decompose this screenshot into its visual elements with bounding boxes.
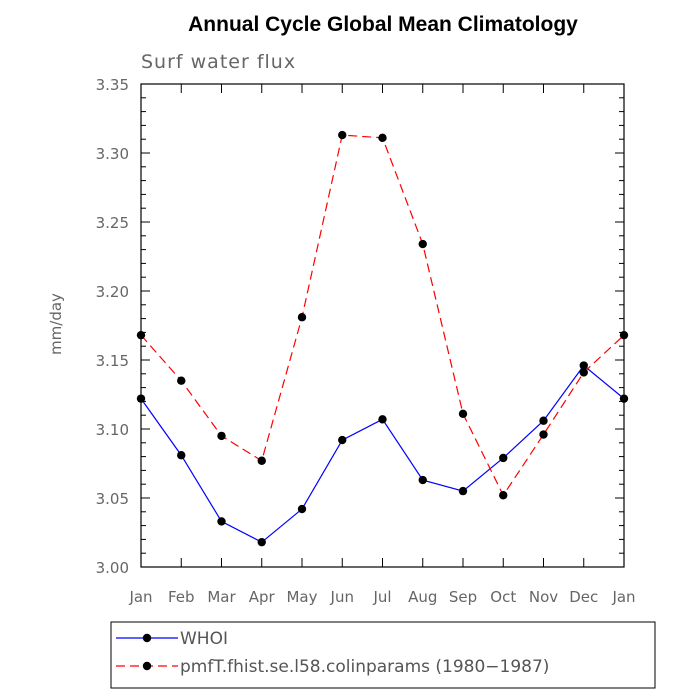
data-point-series-1 — [458, 486, 468, 496]
x-tick-label: Aug — [408, 588, 437, 606]
x-tick-label: Feb — [168, 588, 195, 606]
plot-frame — [140, 83, 625, 568]
y-tick-label: 3.25 — [96, 214, 129, 232]
x-tick-label: Jan — [128, 588, 152, 606]
data-point-series-1 — [136, 394, 146, 403]
legend-marker-2 — [142, 661, 152, 671]
y-tick-label: 3.20 — [96, 283, 129, 301]
x-tick-label: May — [286, 588, 317, 606]
data-point-series-1 — [338, 435, 347, 445]
data-point-series-1 — [499, 453, 508, 463]
y-tick-label: 3.35 — [96, 76, 129, 94]
x-tick-label: Dec — [569, 588, 598, 606]
data-point-series-1 — [378, 415, 387, 424]
y-tick-label: 3.10 — [96, 421, 129, 439]
x-tick-label: Oct — [490, 588, 516, 606]
legend-box — [110, 621, 656, 689]
data-point-series-2 — [458, 409, 468, 419]
x-tick-label: Jul — [372, 588, 391, 606]
data-point-series-2 — [539, 430, 548, 439]
data-point-series-2 — [177, 376, 186, 385]
legend-label-2: pmfT.fhist.se.l58.colinparams (1980−1987… — [180, 657, 549, 677]
data-point-series-2 — [136, 330, 146, 340]
x-tick-label: Jan — [611, 588, 635, 606]
x-tick-label: Nov — [529, 588, 558, 606]
data-point-series-2 — [297, 313, 307, 322]
x-tick-label: Apr — [249, 588, 276, 606]
series-line-1 — [140, 364, 625, 543]
data-point-series-2 — [619, 330, 629, 340]
data-point-series-2 — [338, 130, 347, 140]
legend-label-1: WHOI — [180, 629, 228, 649]
y-tick-label: 3.30 — [96, 145, 129, 163]
legend: WHOI pmfT.fhist.se.l58.colinparams (1980−… — [116, 629, 549, 677]
data-point-series-2 — [579, 368, 588, 377]
data-point-series-2 — [257, 456, 266, 465]
x-tick-label: Jun — [330, 588, 354, 606]
chart-title: Annual Cycle Global Mean Climatology — [188, 13, 578, 36]
data-point-series-1 — [177, 451, 186, 460]
legend-marker-1 — [142, 633, 152, 643]
x-tick-label: Mar — [207, 588, 236, 606]
data-point-series-1 — [217, 517, 226, 526]
y-tick-label: 3.05 — [96, 490, 129, 508]
y-tick-label: 3.00 — [96, 559, 129, 577]
series-line-2 — [140, 134, 625, 497]
data-point-series-2 — [418, 239, 427, 249]
data-point-series-1 — [297, 504, 307, 514]
y-axis-label: mm/day — [47, 293, 65, 355]
data-point-series-1 — [539, 416, 548, 425]
data-point-series-1 — [579, 361, 588, 370]
y-tick-label: 3.15 — [96, 352, 129, 370]
data-point-series-1 — [257, 537, 266, 547]
x-tick-label: Sep — [449, 588, 477, 606]
data-point-series-2 — [499, 491, 508, 500]
data-point-series-2 — [217, 431, 226, 441]
data-point-series-2 — [378, 133, 387, 143]
chart-subtitle: Surf water flux — [141, 51, 296, 73]
data-point-series-1 — [619, 394, 629, 403]
series-layer — [136, 130, 629, 547]
axis-ticks: 3.00 3.05 3.10 3.15 3.20 3.25 3.30 3.35 Jan Feb Ma… — [96, 76, 636, 606]
data-point-series-1 — [418, 475, 427, 485]
